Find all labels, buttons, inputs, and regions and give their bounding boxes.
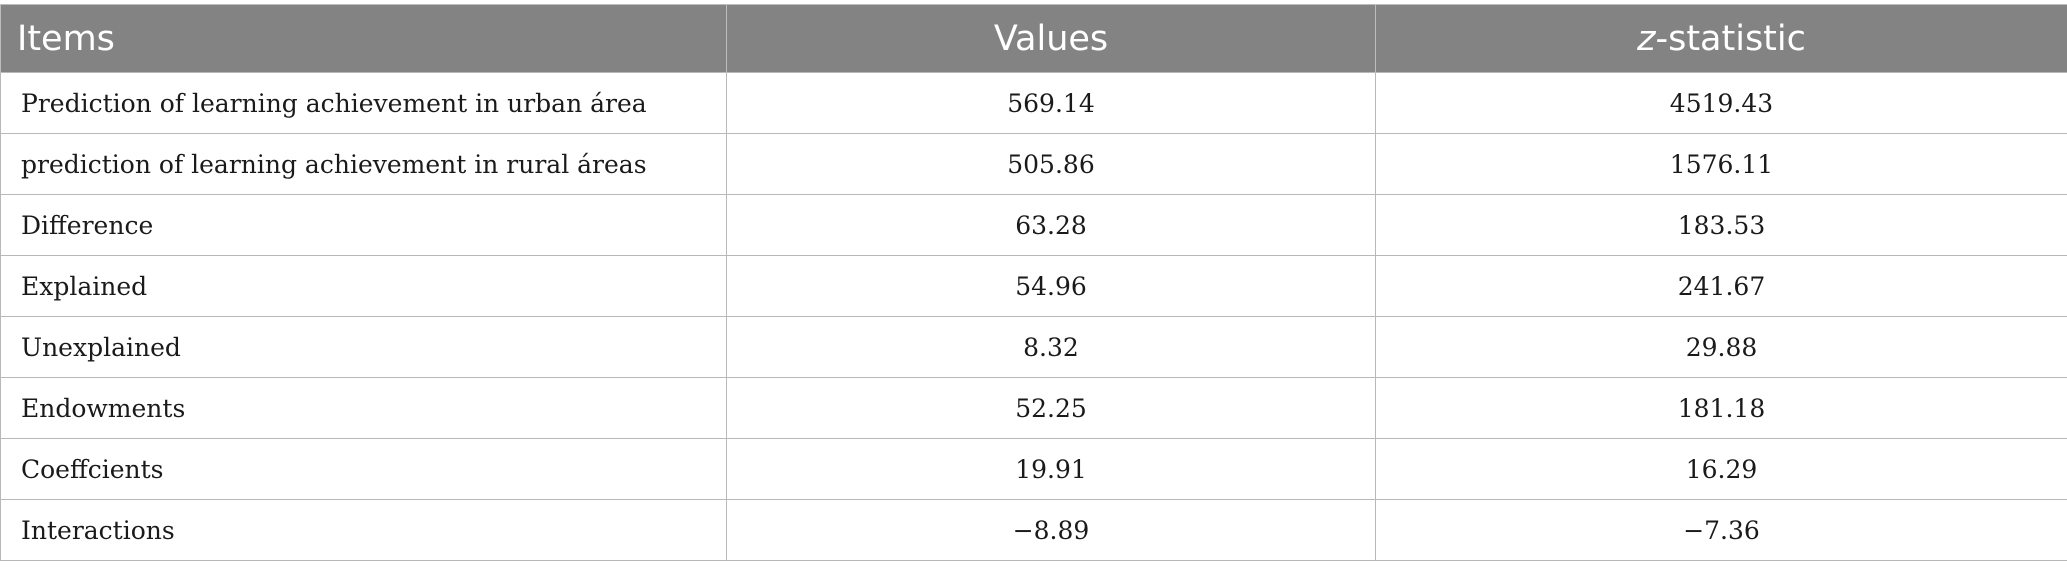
cell-item: Interactions <box>0 499 727 561</box>
table-header: Items Values z-statistic <box>0 4 2067 73</box>
cell-item: Coeffcients <box>0 438 727 500</box>
cell-item: Difference <box>0 194 727 256</box>
table-row: Difference 63.28 183.53 <box>0 194 2067 256</box>
cell-value: 52.25 <box>726 377 1376 439</box>
cell-z: 183.53 <box>1375 194 2067 256</box>
table-row: Coeffcients 19.91 16.29 <box>0 438 2067 500</box>
header-z-suffix: -statistic <box>1655 18 1806 59</box>
table-row: Prediction of learning achievement in ur… <box>0 72 2067 134</box>
table-row: prediction of learning achievement in ru… <box>0 133 2067 195</box>
cell-value: 54.96 <box>726 255 1376 317</box>
cell-value: 63.28 <box>726 194 1376 256</box>
table-row: Explained 54.96 241.67 <box>0 255 2067 317</box>
results-table: Items Values z-statistic Prediction of l… <box>0 4 2067 561</box>
table-row: Unexplained 8.32 29.88 <box>0 316 2067 378</box>
header-items: Items <box>0 4 727 73</box>
cell-value: 19.91 <box>726 438 1376 500</box>
cell-item: Unexplained <box>0 316 727 378</box>
cell-z: 29.88 <box>1375 316 2067 378</box>
cell-value: 505.86 <box>726 133 1376 195</box>
table-body: Prediction of learning achievement in ur… <box>0 72 2067 561</box>
cell-z: 4519.43 <box>1375 72 2067 134</box>
cell-item: Explained <box>0 255 727 317</box>
header-values: Values <box>726 4 1376 73</box>
cell-z: 241.67 <box>1375 255 2067 317</box>
cell-item: Endowments <box>0 377 727 439</box>
table-row: Interactions −8.89 −7.36 <box>0 499 2067 561</box>
cell-value: 8.32 <box>726 316 1376 378</box>
table-row: Endowments 52.25 181.18 <box>0 377 2067 439</box>
cell-item: Prediction of learning achievement in ur… <box>0 72 727 134</box>
cell-item: prediction of learning achievement in ru… <box>0 133 727 195</box>
header-row: Items Values z-statistic <box>0 4 2067 73</box>
cell-z: −7.36 <box>1375 499 2067 561</box>
cell-value: 569.14 <box>726 72 1376 134</box>
header-z-prefix: z <box>1637 18 1656 59</box>
cell-z: 16.29 <box>1375 438 2067 500</box>
cell-z: 181.18 <box>1375 377 2067 439</box>
header-z-statistic: z-statistic <box>1375 4 2067 73</box>
cell-z: 1576.11 <box>1375 133 2067 195</box>
cell-value: −8.89 <box>726 499 1376 561</box>
results-table-container: Items Values z-statistic Prediction of l… <box>0 4 2067 561</box>
